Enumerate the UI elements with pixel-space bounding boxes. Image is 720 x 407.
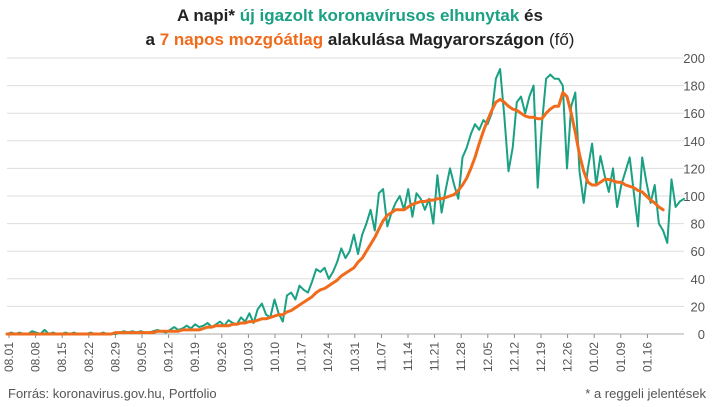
title-line1-suffix: és <box>519 6 543 25</box>
footnote-text: * a reggeli jelentések <box>585 386 706 401</box>
y-tick-label: 140 <box>683 134 705 149</box>
title-line2-prefix: a <box>145 30 160 49</box>
x-tick-label: 08.01 <box>2 342 16 372</box>
x-tick-label: 12.05 <box>481 342 495 372</box>
x-tick-label: 12.12 <box>507 342 521 372</box>
x-tick-label: 11.14 <box>401 342 415 371</box>
title-daily-deaths-highlight: új igazolt koronavírusos elhunytak <box>239 6 520 25</box>
series-moving-average-line <box>5 91 665 336</box>
source-text: Forrás: koronavirus.gov.hu, Portfolio <box>8 386 217 401</box>
chart-title: A napi* új igazolt koronavírusos elhunyt… <box>0 4 720 52</box>
y-tick-label: 200 <box>683 51 705 66</box>
x-tick-label: 08.22 <box>82 342 96 372</box>
x-tick-label: 10.31 <box>348 342 362 372</box>
y-tick-label: 180 <box>683 79 705 94</box>
x-tick-label: 10.03 <box>241 342 255 372</box>
y-tick-label: 0 <box>698 327 705 342</box>
x-tick-label: 08.15 <box>55 342 69 372</box>
y-tick-label: 160 <box>683 106 705 121</box>
y-tick-label: 100 <box>683 189 705 204</box>
title-line1-prefix: A napi* <box>177 6 240 25</box>
series-daily-deaths-line <box>6 68 685 335</box>
x-tick-label: 01.09 <box>614 342 628 372</box>
x-tick-label: 09.05 <box>135 342 149 372</box>
y-axis: 0 20 40 60 80 100 120 140 160 180 200 <box>683 51 705 342</box>
y-tick-label: 20 <box>691 299 705 314</box>
x-tick-label: 12.19 <box>534 342 548 372</box>
title-moving-average-highlight: 7 napos mozgóátlag <box>159 30 324 49</box>
x-axis: 08.01 08.08 08.15 08.22 08.29 09.05 09.12 09.19… <box>2 333 684 372</box>
x-tick-label: 09.12 <box>162 342 176 372</box>
x-tick-label: 01.16 <box>640 342 654 372</box>
x-tick-label: 11.28 <box>454 342 468 371</box>
title-line-1: A napi* új igazolt koronavírusos elhunyt… <box>0 4 720 28</box>
x-tick-label: 09.26 <box>215 342 229 372</box>
x-tick-label: 09.19 <box>188 342 202 372</box>
chart-series <box>5 68 685 336</box>
x-tick-label: 08.08 <box>29 342 43 372</box>
x-tick-label: 10.10 <box>268 342 282 372</box>
y-tick-label: 120 <box>683 161 705 176</box>
y-tick-label: 60 <box>691 244 705 259</box>
x-tick-label: 08.29 <box>108 342 122 372</box>
y-tick-label: 80 <box>691 217 705 232</box>
x-tick-label: 10.17 <box>295 342 309 372</box>
x-tick-label: 11.07 <box>374 342 388 371</box>
x-tick-label: 11.21 <box>428 342 442 371</box>
title-unit: (fő) <box>544 30 575 49</box>
y-tick-label: 40 <box>691 272 705 287</box>
title-line2-suffix: alakulása Magyarországon <box>323 30 545 49</box>
title-line-2: a 7 napos mozgóátlag alakulása Magyarors… <box>0 28 720 52</box>
x-tick-label: 01.02 <box>587 342 601 372</box>
x-tick-label: 10.24 <box>321 342 335 372</box>
x-tick-label: 12.26 <box>561 342 575 372</box>
